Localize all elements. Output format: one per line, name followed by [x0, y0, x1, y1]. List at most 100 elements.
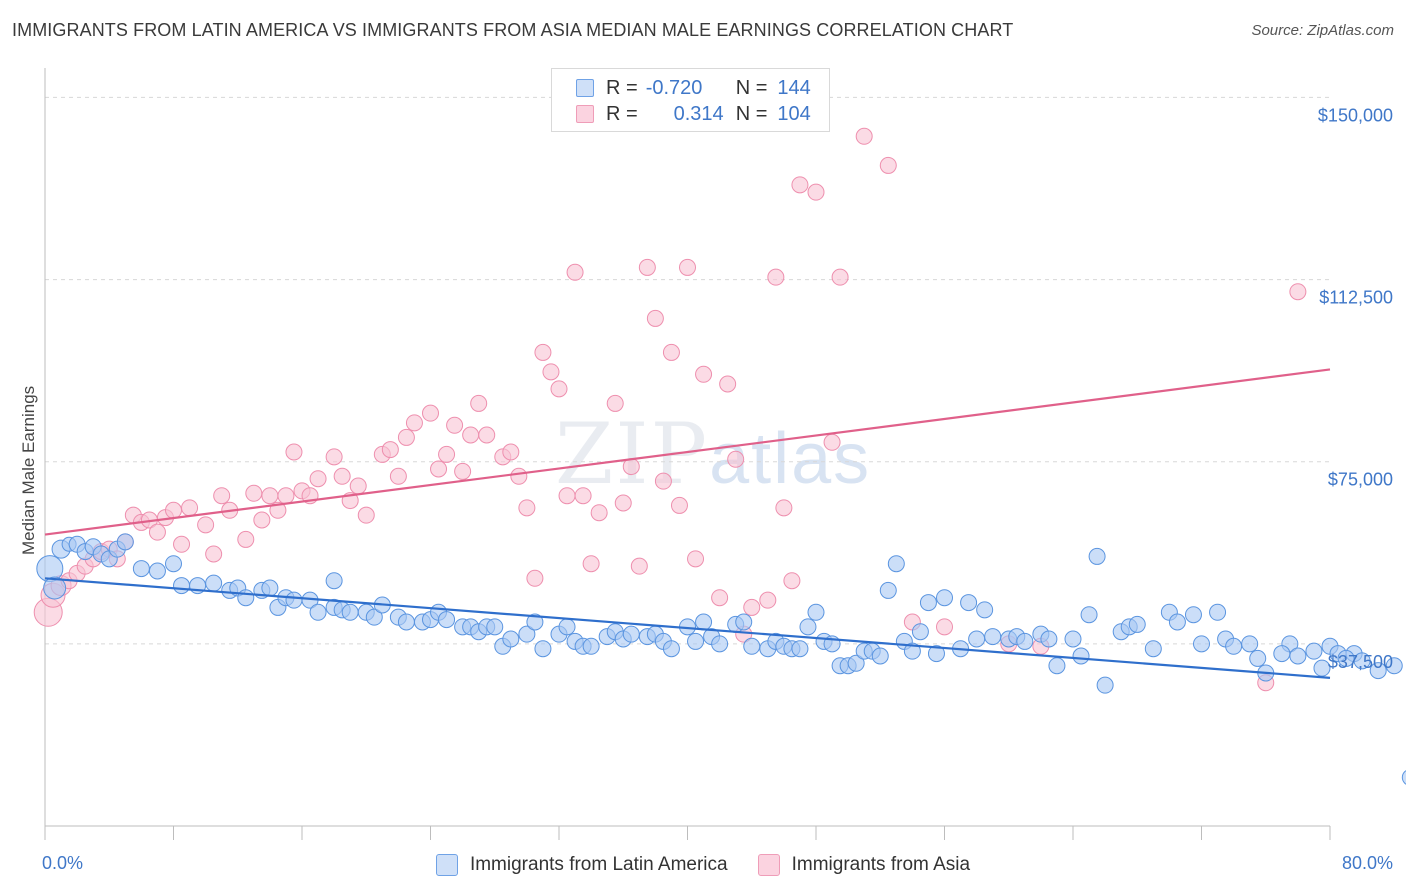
trend-lines: [44, 368, 1331, 679]
data-point-latin: [502, 630, 520, 648]
data-point-asia: [438, 445, 456, 463]
x-tick-label: 0.0%: [42, 853, 83, 873]
data-point-asia: [462, 426, 480, 444]
data-point-latin: [1241, 635, 1259, 653]
data-point-asia: [566, 263, 584, 281]
data-point-latin: [341, 603, 359, 621]
data-point-asia: [197, 516, 215, 534]
data-point-asia: [775, 499, 793, 517]
data-point-asia: [711, 589, 729, 607]
data-point-latin: [1225, 637, 1243, 655]
data-point-asia: [1289, 283, 1307, 301]
data-point-latin: [960, 594, 978, 612]
data-point-latin: [887, 555, 905, 573]
data-point-latin: [1209, 603, 1227, 621]
legend-swatch-latin: [576, 79, 594, 97]
data-point-asia: [687, 550, 705, 568]
data-point-asia: [831, 268, 849, 286]
r-value-latin: -0.720: [645, 76, 703, 99]
r-label: R =: [606, 102, 638, 125]
data-point-latin: [1369, 662, 1387, 680]
data-point-latin: [148, 562, 166, 580]
axes: [44, 68, 1331, 840]
data-point-latin: [1305, 642, 1323, 660]
data-point-asia: [237, 530, 255, 548]
legend-label-latin: Immigrants from Latin America: [469, 854, 728, 875]
data-point-asia: [165, 501, 182, 519]
data-point-asia: [349, 477, 367, 495]
data-point-asia: [550, 380, 568, 398]
data-point-asia: [590, 504, 608, 522]
data-point-asia: [309, 470, 327, 488]
data-point-asia: [767, 268, 785, 286]
data-point-asia: [695, 365, 713, 383]
data-point-latin: [1128, 615, 1146, 633]
data-point-latin: [397, 613, 415, 631]
data-point-latin: [173, 577, 191, 595]
data-point-asia: [719, 375, 737, 393]
data-point-latin: [309, 603, 327, 621]
data-point-asia: [823, 433, 841, 451]
data-point-latin: [325, 572, 343, 590]
chart-title: IMMIGRANTS FROM LATIN AMERICA VS IMMIGRA…: [12, 20, 1014, 40]
r-value-asia: 0.314: [673, 102, 724, 125]
data-point-asia: [325, 448, 343, 466]
data-point-latin: [1040, 630, 1058, 648]
data-point-asia: [478, 426, 496, 444]
data-point-asia: [405, 414, 423, 432]
data-point-latin: [903, 642, 921, 660]
data-point-latin: [285, 591, 303, 609]
data-point-asia: [783, 572, 801, 590]
data-point-latin: [261, 579, 279, 597]
data-point-asia: [397, 428, 415, 446]
data-point-asia: [614, 494, 632, 512]
data-point-latin: [1144, 640, 1162, 658]
data-point-latin: [1168, 613, 1186, 631]
data-point-latin: [1193, 635, 1210, 653]
data-point-latin: [936, 589, 953, 607]
data-point-latin: [205, 574, 223, 592]
series-legend: Immigrants from Latin America Immigrants…: [0, 852, 1406, 878]
data-point-latin: [1064, 630, 1082, 648]
data-point-asia: [743, 598, 761, 616]
watermark-zip: ZIP: [555, 405, 710, 503]
data-point-latin: [132, 560, 150, 578]
legend-item-latin[interactable]: Immigrants from Latin America: [435, 852, 728, 878]
data-point-latin: [558, 618, 576, 636]
data-point-latin: [1184, 606, 1202, 624]
data-point-asia: [670, 496, 688, 514]
x-tick-label: 80.0%: [1342, 853, 1393, 873]
data-point-latin: [687, 632, 705, 650]
data-point-asia: [253, 511, 271, 529]
data-point-asia: [148, 523, 166, 541]
legend-item-asia[interactable]: Immigrants from Asia: [757, 852, 970, 878]
y-tick-label: $112,500: [1319, 288, 1393, 308]
data-point-asia: [727, 450, 745, 468]
data-point-asia: [357, 506, 375, 524]
y-tick-label: $75,000: [1328, 470, 1393, 490]
trend-line-asia: [44, 368, 1331, 536]
data-point-latin: [791, 640, 809, 658]
data-point-latin: [735, 613, 753, 631]
data-point-asia: [510, 467, 528, 485]
data-point-asia: [173, 535, 191, 553]
data-point-latin: [1385, 657, 1403, 675]
n-value-asia: 104: [777, 102, 811, 125]
r-label: R =: [606, 76, 638, 99]
n-label: N =: [735, 102, 768, 125]
y-tick-label: $37,500: [1328, 652, 1393, 672]
source-label: Source: ZipAtlas.com: [1251, 22, 1394, 39]
data-point-latin: [518, 625, 536, 643]
data-point-latin: [1096, 676, 1114, 694]
data-point-latin: [911, 623, 929, 641]
data-point-latin: [879, 581, 897, 599]
data-point-asia: [277, 487, 295, 505]
data-point-latin: [984, 628, 1002, 646]
data-point-asia: [470, 394, 488, 412]
data-point-latin: [968, 630, 986, 648]
data-point-asia: [502, 443, 520, 461]
data-point-latin: [165, 555, 182, 573]
data-point-asia: [879, 156, 897, 174]
data-point-asia: [582, 555, 600, 573]
data-point-latin: [534, 640, 552, 658]
